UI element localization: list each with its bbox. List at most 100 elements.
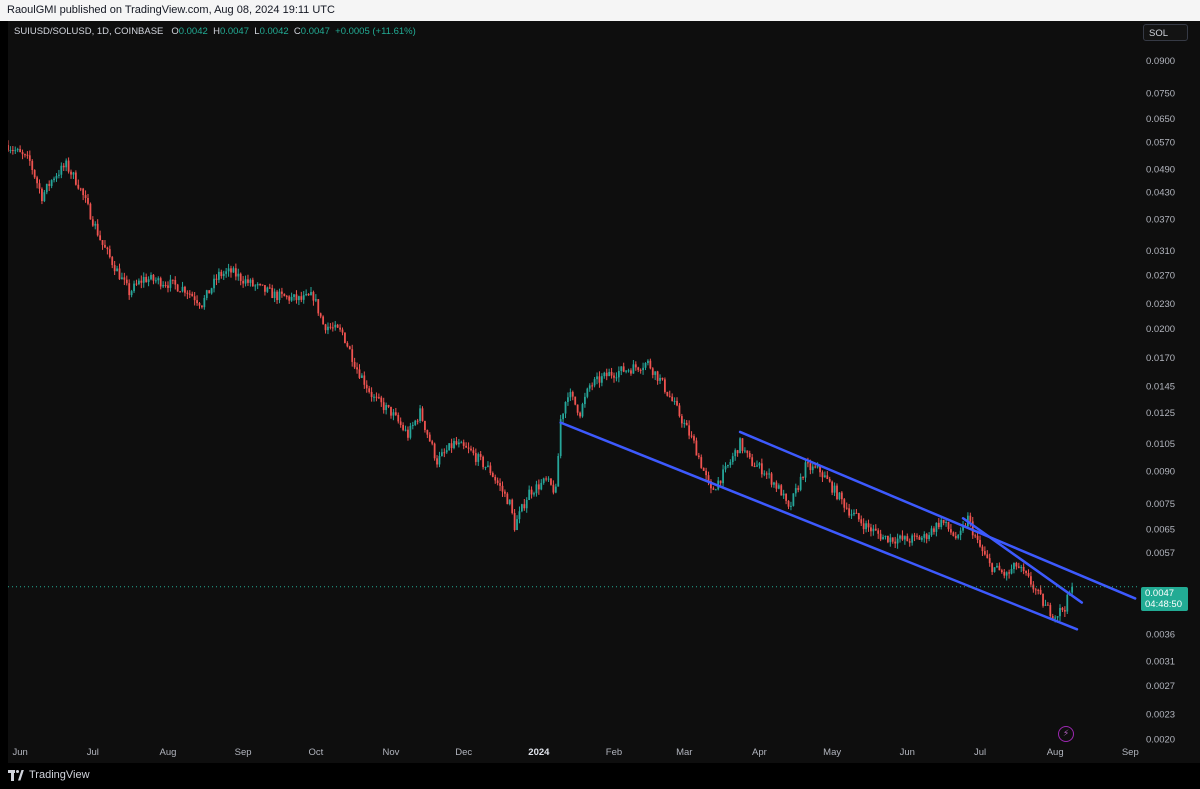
currency-button[interactable]: SOL bbox=[1143, 24, 1188, 41]
candle-down bbox=[1042, 593, 1044, 608]
candle-up bbox=[14, 146, 17, 155]
price-axis: 0.10500.09000.07500.06500.05700.04900.04… bbox=[1146, 29, 1175, 746]
trendline-channel-lower[interactable] bbox=[559, 421, 1079, 631]
candle-down bbox=[230, 265, 232, 278]
candle-down bbox=[639, 368, 642, 374]
x-tick-label: Jul bbox=[87, 747, 99, 758]
legend-symbol[interactable]: SUIUSD/SOLUSD, 1D, COINBASE bbox=[14, 26, 164, 37]
candle-up bbox=[273, 288, 276, 303]
trendline-inner-descending[interactable] bbox=[961, 517, 1084, 604]
candle-up bbox=[804, 458, 807, 483]
candle-down bbox=[504, 489, 506, 498]
tradingview-logo[interactable]: TradingView bbox=[8, 769, 90, 781]
candle-down bbox=[377, 393, 380, 400]
candle-up bbox=[569, 388, 572, 401]
candle-up bbox=[225, 267, 228, 278]
candle-down bbox=[843, 497, 846, 513]
candle-down bbox=[605, 368, 608, 381]
x-tick-label: May bbox=[823, 747, 841, 758]
candle-up bbox=[557, 453, 560, 487]
candlestick-chart[interactable]: Jun Jul Aug Sep Oct Nov Dec 2024 Feb Mar Apr May Jun… bbox=[8, 21, 1140, 763]
candle-down bbox=[208, 290, 211, 294]
candle-down bbox=[41, 187, 43, 205]
y-tick-label: 0.0200 bbox=[1146, 324, 1175, 335]
candle-down bbox=[191, 291, 194, 297]
candle-up bbox=[533, 491, 535, 497]
candle-down bbox=[159, 276, 162, 290]
candle-up bbox=[945, 519, 947, 527]
candle-down bbox=[870, 523, 872, 537]
candle-down bbox=[649, 358, 652, 370]
candle-up bbox=[440, 448, 443, 457]
candle-down bbox=[1034, 587, 1037, 595]
candle-down bbox=[125, 275, 128, 286]
candle-down bbox=[523, 499, 526, 511]
candle-down bbox=[368, 385, 371, 394]
candle-down bbox=[848, 503, 851, 518]
candle-down bbox=[937, 518, 940, 530]
candle-down bbox=[397, 412, 400, 424]
candle-down bbox=[465, 442, 468, 448]
candle-up bbox=[659, 374, 661, 385]
flash-icon[interactable]: ⚡ bbox=[1058, 726, 1074, 742]
candle-up bbox=[1020, 564, 1023, 573]
candle-up bbox=[923, 531, 926, 543]
candle-down bbox=[765, 471, 768, 479]
candle-down bbox=[38, 179, 41, 194]
candle-up bbox=[477, 452, 480, 466]
candle-down bbox=[101, 240, 104, 250]
candle-up bbox=[911, 533, 914, 546]
candle-up bbox=[445, 445, 448, 454]
candle-down bbox=[981, 544, 984, 557]
candle-up bbox=[520, 503, 523, 513]
candle-down bbox=[196, 295, 198, 306]
last-price-tag: 0.0047 04:48:50 bbox=[1141, 587, 1188, 611]
candle-down bbox=[506, 492, 509, 505]
candle-up bbox=[150, 272, 152, 281]
candle-up bbox=[1013, 562, 1015, 574]
candle-down bbox=[123, 272, 126, 286]
candle-down bbox=[28, 150, 31, 166]
candle-down bbox=[167, 281, 169, 293]
candle-down bbox=[380, 395, 383, 407]
candle-down bbox=[879, 529, 882, 542]
candle-up bbox=[438, 451, 441, 468]
candle-down bbox=[491, 471, 494, 478]
candle-up bbox=[58, 169, 60, 179]
candle-up bbox=[790, 501, 792, 511]
candle-down bbox=[402, 422, 405, 432]
candle-down bbox=[746, 450, 749, 458]
candle-up bbox=[419, 404, 421, 424]
candle-up bbox=[588, 383, 591, 392]
candle-up bbox=[899, 534, 901, 543]
candle-down bbox=[974, 533, 977, 539]
candle-up bbox=[65, 158, 68, 172]
y-tick-label: 0.0650 bbox=[1146, 114, 1175, 125]
candle-down bbox=[271, 284, 274, 299]
candle-up bbox=[310, 286, 312, 296]
chart-area[interactable]: Jun Jul Aug Sep Oct Nov Dec 2024 Feb Mar Apr May Jun… bbox=[8, 21, 1140, 763]
price-scale[interactable]: 0.10500.09000.07500.06500.05700.04900.04… bbox=[1140, 21, 1200, 763]
candle-down bbox=[579, 411, 581, 419]
candle-down bbox=[375, 392, 378, 402]
x-tick-label: Mar bbox=[676, 747, 692, 758]
candle-up bbox=[290, 292, 293, 302]
y-tick-label: 0.0125 bbox=[1146, 408, 1175, 419]
candle-up bbox=[811, 463, 814, 474]
trendline-channel-upper[interactable] bbox=[738, 430, 1137, 600]
candle-down bbox=[285, 294, 288, 300]
y-tick-label: 0.0900 bbox=[1146, 56, 1175, 67]
candle-down bbox=[537, 479, 540, 495]
candle-down bbox=[651, 367, 654, 379]
candle-down bbox=[511, 498, 514, 515]
legend-h-label: H bbox=[213, 26, 220, 37]
candle-up bbox=[620, 366, 623, 376]
candle-down bbox=[348, 345, 351, 350]
candle-down bbox=[128, 279, 131, 300]
candle-down bbox=[26, 151, 29, 159]
last-price-value: 0.0047 bbox=[1145, 588, 1175, 599]
candle-down bbox=[421, 406, 424, 422]
candle-up bbox=[794, 483, 797, 497]
candle-down bbox=[341, 327, 344, 336]
candle-down bbox=[828, 476, 831, 483]
